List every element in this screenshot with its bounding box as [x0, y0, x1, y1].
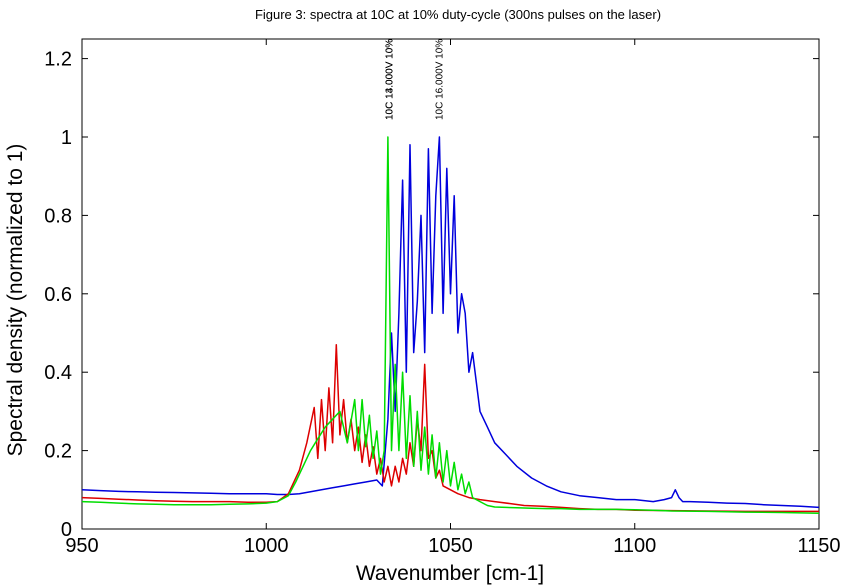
y-tick-label: 0.8	[44, 205, 72, 227]
x-tick-label: 1100	[613, 535, 656, 557]
x-tick-label: 950	[65, 535, 98, 557]
chart-title: Figure 3: spectra at 10C at 10% duty-cyc…	[255, 7, 661, 22]
ticks-layer: 950 1000 1050 1100 1150 0 0.2 0.4 0.6 0.8 1 1.2	[44, 39, 841, 557]
y-axis-label: Spectral density (normalized to 1)	[4, 144, 27, 457]
y-tick-label: 1.2	[44, 49, 72, 71]
annotation-label: 10C 13.000V 10%	[385, 39, 396, 120]
series-line-1	[81, 136, 820, 509]
y-tick-label: 0.4	[44, 362, 72, 384]
y-tick-label: 0.2	[44, 441, 72, 463]
annotation-label: 10C 14.000V 10%	[385, 39, 396, 120]
y-tick-label: 0	[61, 519, 72, 541]
x-axis-label: Wavenumber [cm-1]	[356, 562, 544, 585]
x-tick-label: 1050	[428, 535, 473, 557]
y-tick-label: 0.6	[44, 284, 72, 306]
annotations-layer: 10C 14.000V 10%10C 13.000V 10% 10C 16.000…	[385, 39, 446, 120]
x-tick-label: 1000	[244, 535, 289, 557]
y-tick-label: 1	[61, 127, 72, 149]
series-line-3	[81, 136, 820, 515]
annotation-label: 10C 16.000V 10%	[434, 39, 445, 120]
x-tick-label: 1150	[797, 535, 840, 557]
series-layer	[81, 136, 820, 515]
